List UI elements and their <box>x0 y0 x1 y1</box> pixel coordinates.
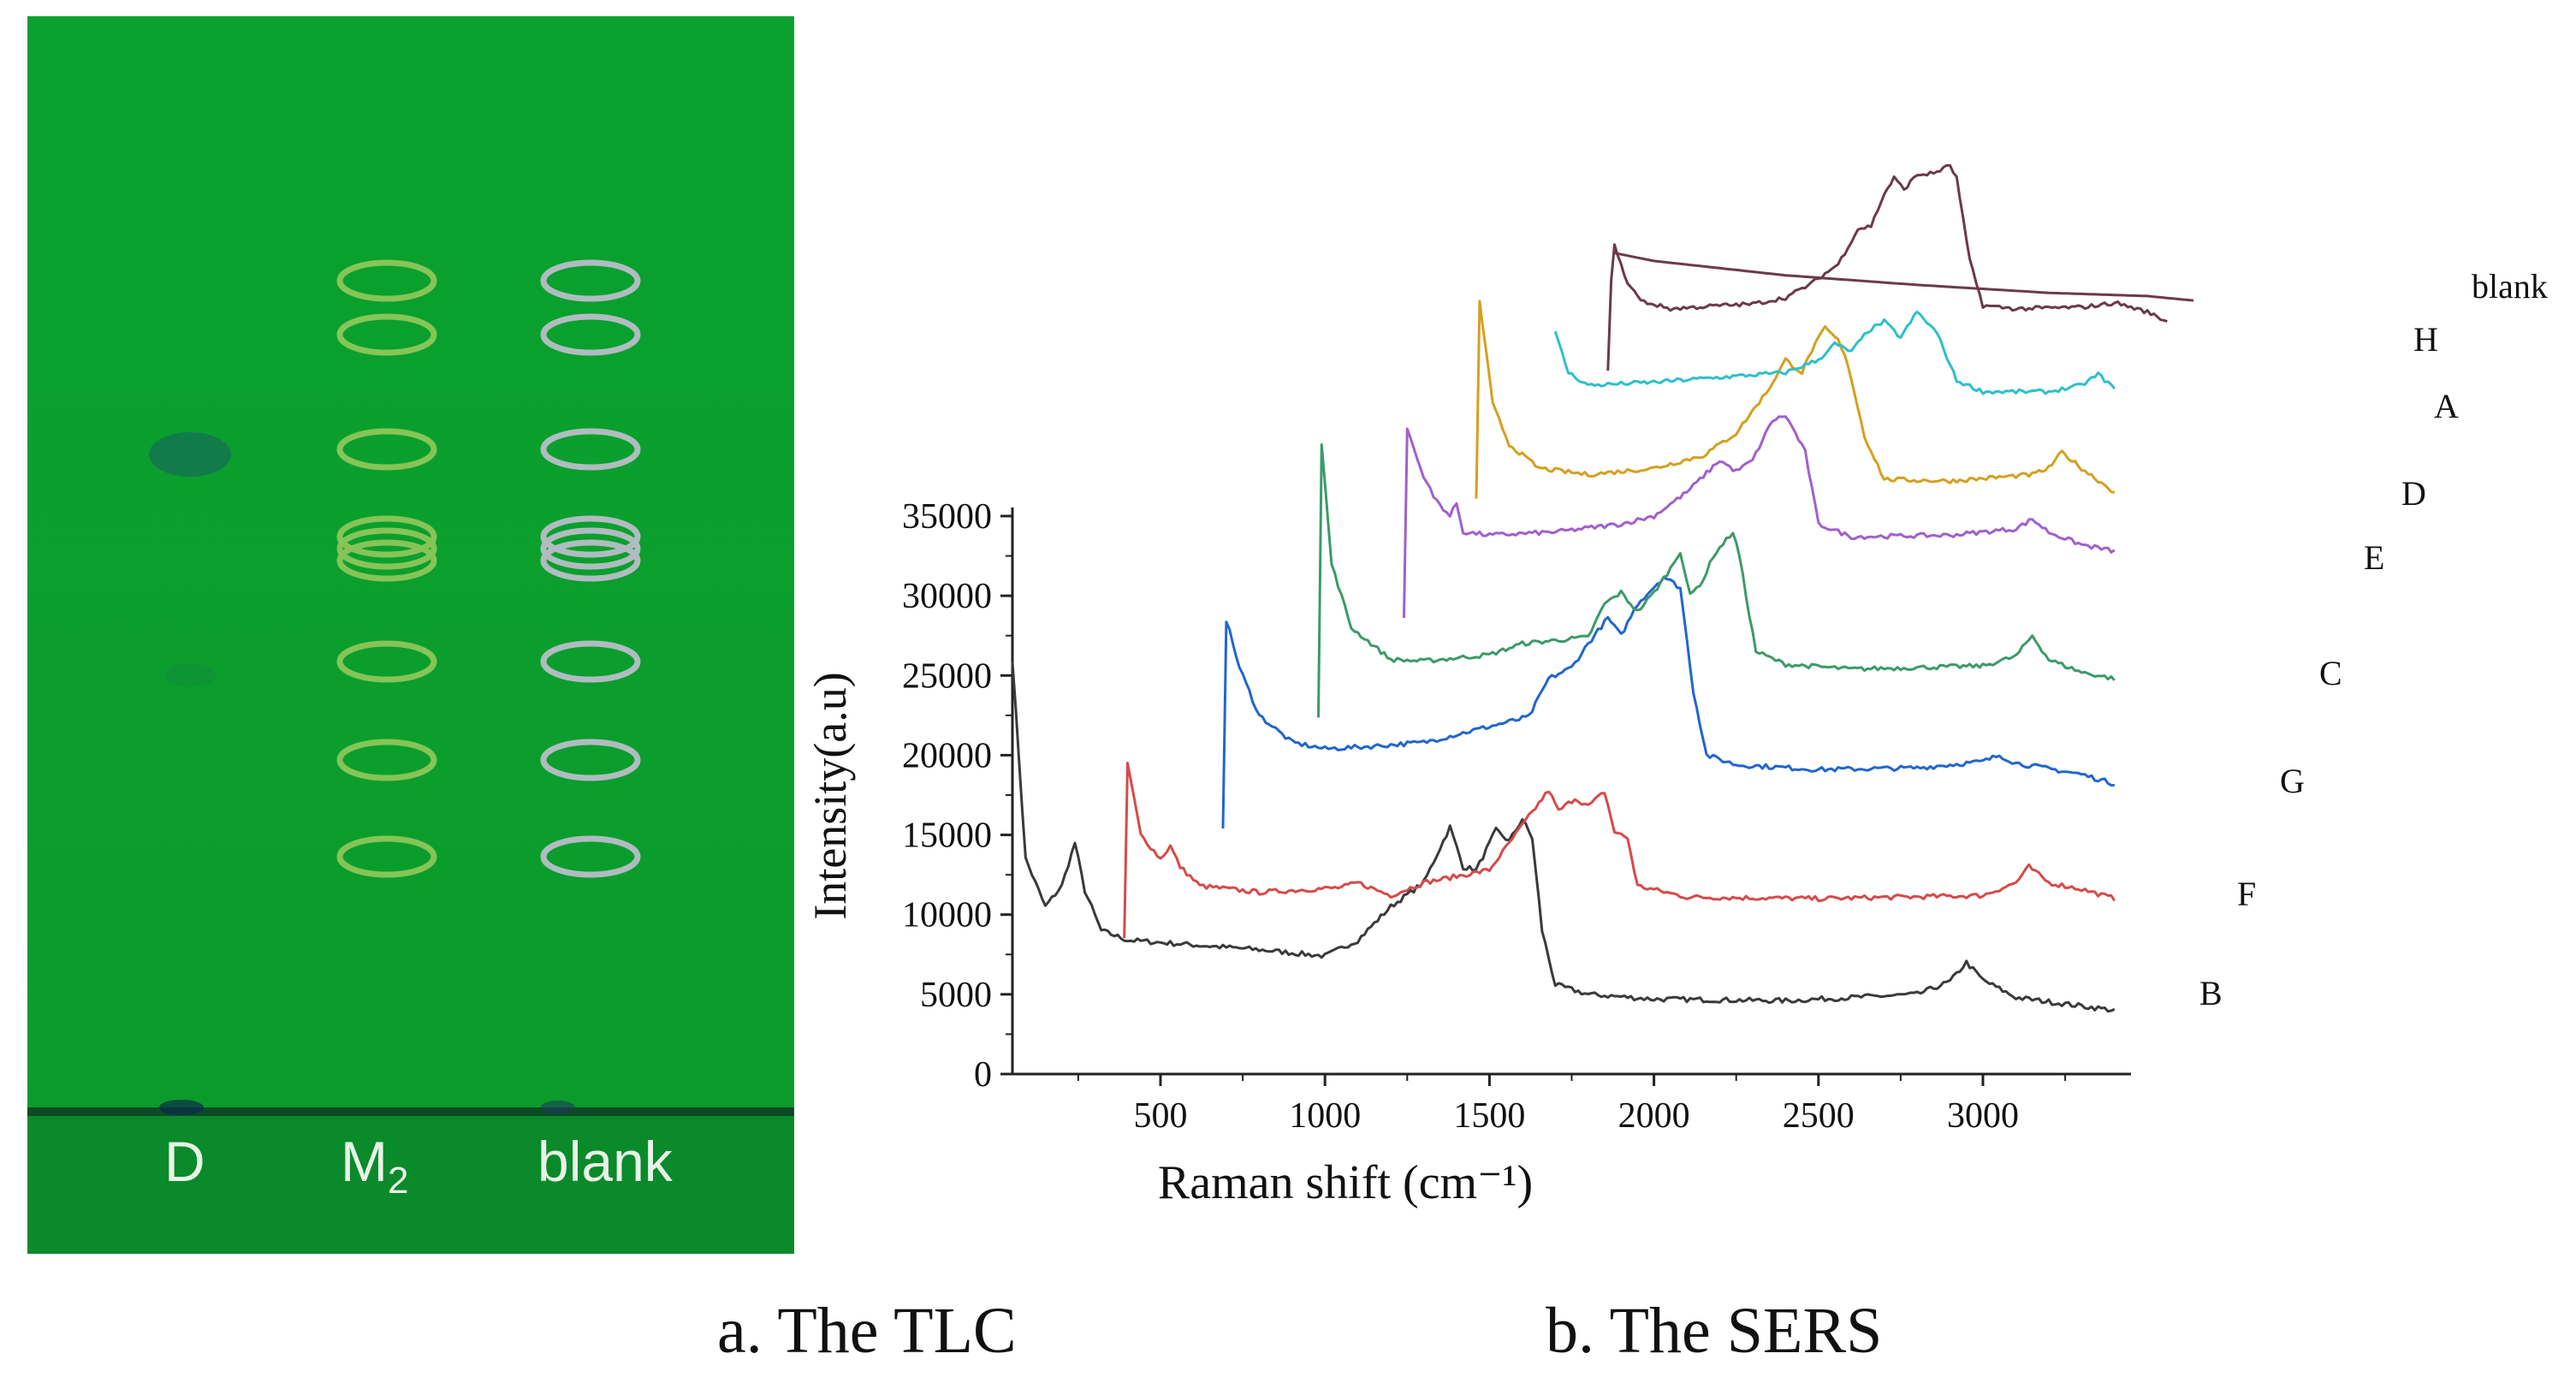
tlc-spots <box>149 259 641 1115</box>
tlc-plate: D M2 blank <box>27 16 794 1254</box>
caption-a: a. The TLC <box>717 1295 1017 1367</box>
series-layer <box>1011 163 2194 1013</box>
x-tick-label: 500 <box>1133 1096 1187 1136</box>
m2-ring <box>336 835 437 878</box>
y-tick-label: 35000 <box>902 497 992 537</box>
series-label-blank: blank <box>2472 267 2548 306</box>
lane-label-d: D <box>164 1130 205 1193</box>
m2-ring <box>336 313 437 356</box>
blank-ring <box>540 640 641 683</box>
series-label-F: F <box>2237 875 2256 913</box>
baseline-spot-d <box>159 1100 204 1115</box>
blank-ring <box>540 739 641 781</box>
blank-ring <box>540 428 641 471</box>
series-label-D: D <box>2401 474 2426 513</box>
y-tick-label: 0 <box>974 1055 992 1095</box>
lane-label-m: M <box>341 1130 388 1193</box>
series-F-line <box>1123 762 2116 939</box>
series-blank-line <box>1614 252 2194 302</box>
m2-ring <box>336 739 437 781</box>
m2-ring <box>336 539 437 582</box>
lane-label-blank: blank <box>537 1130 673 1193</box>
x-tick-label: 3000 <box>1947 1096 2019 1136</box>
y-tick-label: 10000 <box>902 896 992 935</box>
series-label-A: A <box>2434 387 2459 425</box>
m2-ring <box>336 428 437 471</box>
blank-ring <box>540 539 641 582</box>
series-H-line <box>1606 163 2168 371</box>
m2-ring <box>336 515 437 558</box>
x-tick-label: 2500 <box>1783 1096 1855 1136</box>
series-D-line <box>1475 300 2116 499</box>
y-tick-label: 30000 <box>902 577 992 616</box>
x-axis-label: Raman shift (cm⁻¹) <box>1158 1156 1533 1209</box>
m2-ring <box>336 527 437 570</box>
series-E-line <box>1403 415 2116 619</box>
d-spot <box>149 432 231 477</box>
x-tick-label: 2000 <box>1618 1096 1690 1136</box>
series-B-line <box>1011 662 2116 1013</box>
series-label-H: H <box>2413 320 2438 359</box>
baseline-spot-blank <box>541 1101 575 1114</box>
chart-axes: 0 5000 10000 15000 20000 25000 30000 35000 500 10… <box>902 497 2131 1136</box>
tlc-baseline <box>27 1107 794 1116</box>
series-C-line <box>1317 443 2116 718</box>
series-G-line <box>1221 575 2115 829</box>
m2-rings <box>336 259 437 878</box>
d-spot-faint <box>164 663 216 687</box>
lane-label-m-subscript: 2 <box>387 1160 409 1202</box>
series-A-line <box>1553 310 2116 395</box>
series-label-B: B <box>2199 974 2223 1012</box>
caption-b: b. The SERS <box>1546 1295 1883 1367</box>
y-tick-label: 20000 <box>902 736 992 775</box>
plate-bottom-band <box>27 1116 794 1254</box>
y-tick-label: 25000 <box>902 656 992 696</box>
blank-ring <box>540 515 641 558</box>
blank-ring <box>540 527 641 570</box>
m2-ring <box>336 640 437 683</box>
series-label-G: G <box>2280 762 2305 800</box>
blank-rings <box>540 259 641 878</box>
lane-label-m2: M2 <box>341 1133 408 1200</box>
series-label-E: E <box>2364 538 2384 577</box>
blank-ring <box>540 259 641 302</box>
series-label-C: C <box>2319 654 2342 692</box>
y-axis-label: Intensity(a.u) <box>804 672 856 919</box>
blank-ring <box>540 313 641 356</box>
y-tick-label: 15000 <box>902 816 992 856</box>
m2-ring <box>336 259 437 302</box>
x-tick-label: 1500 <box>1453 1096 1525 1136</box>
blank-ring <box>540 835 641 878</box>
y-tick-label: 5000 <box>920 976 992 1015</box>
x-tick-label: 1000 <box>1289 1096 1361 1136</box>
